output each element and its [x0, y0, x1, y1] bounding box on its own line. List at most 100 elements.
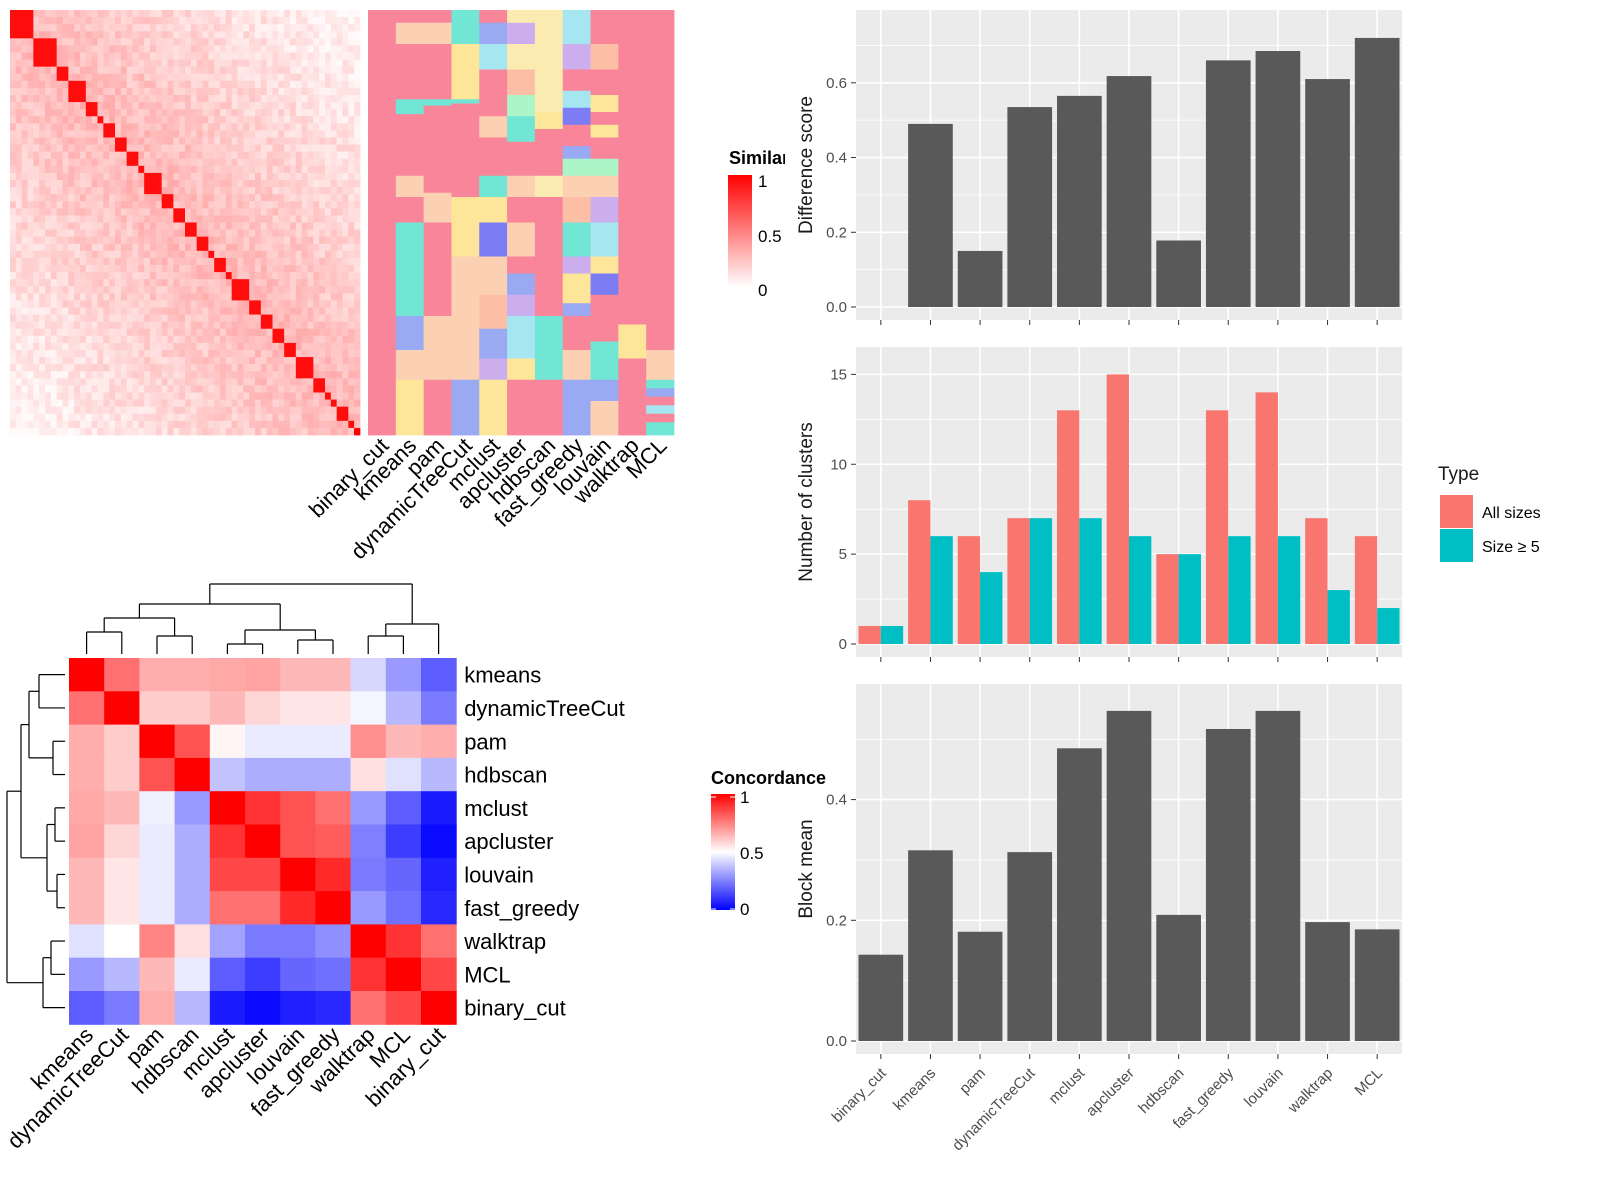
similarity-cell [155, 364, 163, 372]
similarity-cell [91, 307, 98, 315]
similarity-cell [295, 236, 303, 245]
similarity-cell [85, 144, 93, 153]
similarity-cell [97, 265, 104, 273]
similarity-cell [290, 130, 297, 138]
similarity-cell [348, 364, 355, 372]
similarity-cell [115, 144, 122, 153]
similarity-cell [295, 265, 303, 273]
membership-block [646, 10, 675, 321]
similarity-cell [167, 201, 174, 209]
similarity-cell [155, 165, 163, 174]
similarity-cell [179, 413, 186, 422]
similarity-cell [144, 378, 151, 386]
similarity-cell [231, 229, 238, 238]
similarity-cell [185, 123, 192, 131]
similarity-cell [231, 342, 238, 351]
similarity-cell [109, 165, 116, 174]
similarity-cell [190, 222, 198, 230]
similarity-cell [85, 73, 93, 82]
similarity-cell [202, 272, 209, 280]
similarity-cell [80, 144, 87, 153]
similarity-cell [27, 151, 34, 160]
similarity-cell [27, 87, 34, 96]
similarity-cell [272, 392, 279, 400]
similarity-cell [120, 250, 128, 259]
similarity-cell [138, 286, 145, 294]
similarity-cell [126, 229, 133, 238]
similarity-cell [214, 102, 221, 110]
similarity-cell [354, 24, 361, 32]
similarity-cell [348, 45, 355, 53]
similarity-cell [68, 123, 75, 131]
similarity-cell [109, 116, 116, 124]
similarity-cell [301, 208, 308, 216]
similarity-cell [74, 102, 81, 110]
similarity-cell [307, 222, 314, 230]
similarity-cell [15, 80, 23, 89]
similarity-cell [290, 279, 297, 287]
similarity-cell [62, 24, 69, 32]
similarity-cell [80, 229, 87, 238]
similarity-cell [342, 378, 349, 386]
similarity-cell [91, 413, 98, 422]
similarity-cell [144, 257, 151, 266]
similarity-cell [354, 364, 361, 372]
similarity-cell [243, 10, 250, 18]
similarity-cell [173, 321, 180, 330]
similarity-cell [74, 342, 81, 351]
similarity-cell [91, 144, 98, 153]
similarity-cell [126, 144, 133, 153]
similarity-cell [260, 187, 268, 195]
similarity-cell [179, 95, 186, 103]
similarity-cell [109, 45, 116, 53]
similarity-cell [190, 201, 198, 209]
similarity-cell [103, 378, 110, 386]
similarity-cell [138, 144, 145, 153]
similarity-cell [68, 80, 75, 89]
similarity-cell [126, 172, 133, 181]
similarity-cell [214, 87, 221, 96]
similarity-cell [97, 257, 104, 266]
similarity-cell [301, 123, 308, 131]
similarity-cell [80, 350, 87, 358]
similarity-cell [325, 116, 332, 124]
similarity-cell [260, 172, 268, 181]
concordance-cell [350, 991, 387, 1025]
similarity-cell [208, 335, 215, 344]
similarity-cell [220, 59, 227, 68]
similarity-cell [231, 378, 238, 386]
similarity-cell [80, 215, 87, 223]
similarity-cell [155, 172, 163, 181]
similarity-cell [85, 279, 93, 287]
similarity-cell [27, 130, 34, 138]
similarity-cell [249, 357, 256, 365]
similarity-cell [220, 286, 227, 294]
similarity-cell [196, 293, 203, 301]
similarity-cell [185, 144, 192, 153]
similarity-cell [284, 293, 291, 301]
similarity-cell [167, 38, 174, 46]
similarity-cell [313, 31, 320, 39]
similarity-cell [202, 59, 209, 68]
membership-block [395, 44, 425, 100]
membership-block [646, 350, 675, 381]
similarity-cell [266, 87, 273, 96]
similarity-cell [348, 243, 355, 252]
similarity-cell [348, 59, 355, 68]
similarity-cell [266, 187, 273, 195]
concordance-cell [385, 991, 422, 1025]
bar-dynamicTreeCut [1007, 107, 1053, 307]
similarity-cell [255, 293, 262, 301]
similarity-cell [255, 286, 262, 294]
similarity-cell [249, 399, 256, 408]
similarity-cell [39, 52, 46, 60]
similarity-cell [185, 31, 192, 39]
similarity-cell [115, 24, 122, 32]
similarity-cell [354, 130, 361, 138]
similarity-cell [45, 342, 52, 351]
similarity-cell [336, 272, 343, 280]
similarity-cell [348, 215, 355, 223]
similarity-cell [214, 215, 221, 223]
similarity-cell [50, 321, 58, 330]
similarity-cell [290, 24, 297, 32]
